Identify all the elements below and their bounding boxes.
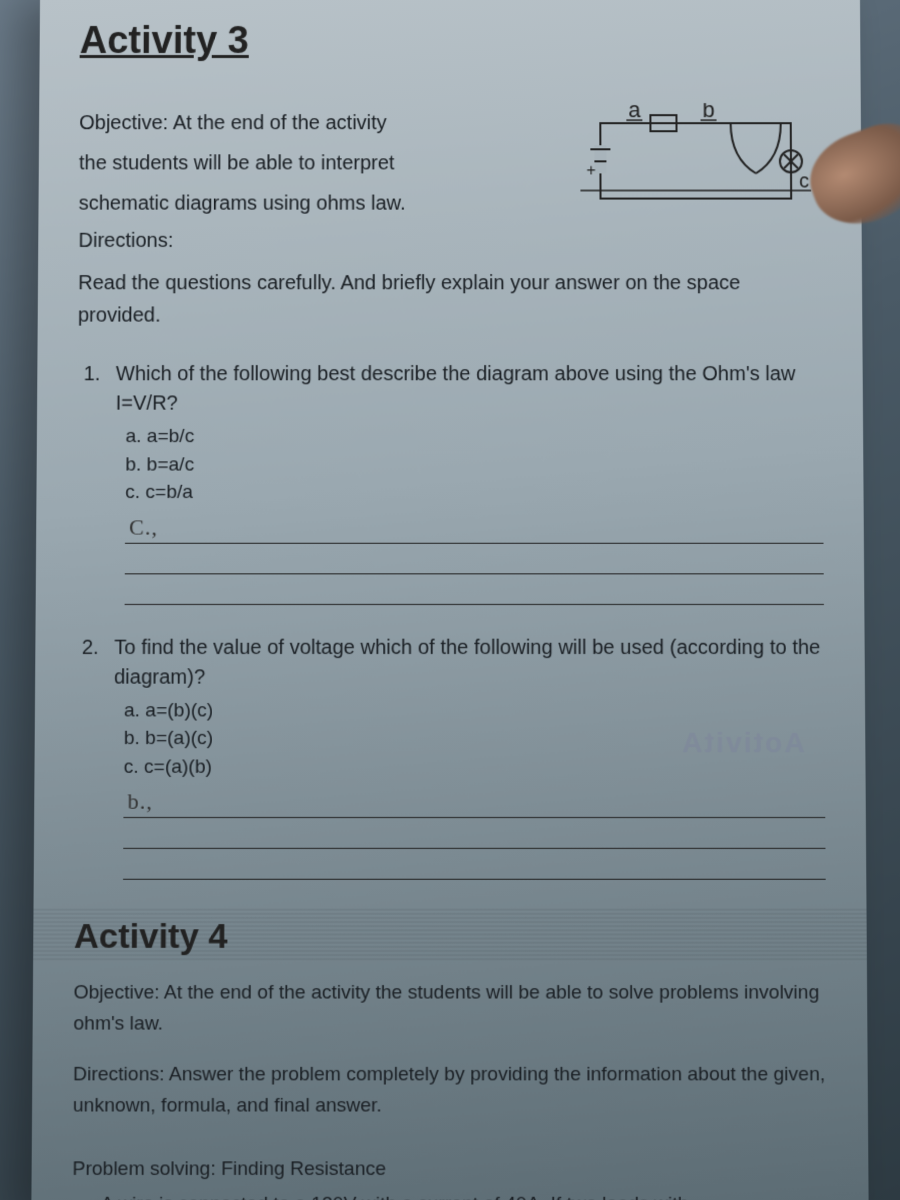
directions-label: Directions:: [78, 230, 821, 253]
q1-answer-area: C.,: [125, 513, 824, 605]
q1-choices: a. a=b/c b. b=a/c c. c=b/a: [125, 423, 823, 507]
activity-4-directions: Directions: Answer the problem completel…: [73, 1060, 827, 1121]
problem-heading: Problem solving: Finding Resistance: [72, 1158, 827, 1181]
objective-line-3: schematic diagrams using ohms law.: [79, 183, 561, 223]
diagram-label-c: c: [799, 170, 809, 192]
q1-choice-c: c. c=b/a: [125, 479, 823, 507]
q1-choice-b: b. b=a/c: [125, 451, 823, 479]
objective-text: Objective: At the end of the activity th…: [79, 103, 561, 224]
q2-handwritten-answer: b.,: [127, 789, 152, 816]
q2-answer-line-2: [123, 818, 825, 849]
q1-answer-line-2: [125, 543, 824, 574]
circuit-diagram: + a b c: [580, 103, 821, 219]
q2-answer-line-1: b.,: [123, 787, 825, 818]
q2-number: 2.: [82, 633, 105, 692]
q2-answer-line-3: [123, 849, 826, 880]
activity-4-objective: Objective: At the end of the activity th…: [73, 978, 826, 1039]
problem-line-1: A wire is connected to a 120V with a cur…: [72, 1190, 828, 1200]
directions-text: Read the questions carefully. And briefl…: [78, 267, 822, 332]
q1-answer-line-1: C.,: [125, 513, 824, 544]
svg-text:+: +: [586, 162, 595, 179]
activity-4-title: Activity 4: [74, 917, 826, 957]
worksheet-page: Activity 3 Objective: At the end of the …: [31, 0, 869, 1200]
q2-stem: To find the value of voltage which of th…: [114, 633, 824, 692]
activity-3-title: Activity 3: [80, 20, 821, 63]
objective-line-2: the students will be able to interpret: [79, 143, 561, 183]
q1-handwritten-answer: C.,: [129, 514, 158, 540]
question-1: 1. Which of the following best describe …: [77, 360, 822, 419]
question-2: 2. To find the value of voltage which of…: [76, 633, 825, 692]
q2-answer-area: b.,: [123, 787, 826, 880]
q1-choice-a: a. a=b/c: [125, 423, 822, 451]
objective-line-1: Objective: At the end of the activity: [79, 103, 560, 143]
q2-choice-a: a. a=(b)(c): [124, 697, 825, 725]
diagram-label-b: b: [702, 103, 714, 122]
circuit-svg: + a b c: [580, 103, 811, 214]
objective-row: Objective: At the end of the activity th…: [79, 103, 822, 224]
bleed-through-text: AotivitA: [680, 727, 805, 760]
q1-stem: Which of the following best describe the…: [116, 360, 823, 419]
q1-answer-line-3: [125, 574, 824, 605]
q1-number: 1.: [83, 360, 106, 419]
diagram-label-a: a: [628, 103, 641, 122]
